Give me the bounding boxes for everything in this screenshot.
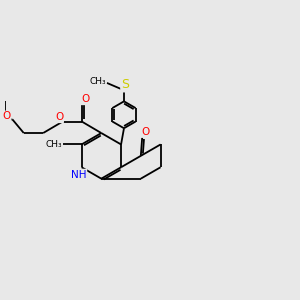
Text: NH: NH [71,169,86,180]
Text: O: O [141,127,149,137]
Text: O: O [81,94,90,104]
Text: S: S [121,79,129,92]
Text: O: O [2,111,11,122]
Text: CH₃: CH₃ [89,77,106,86]
Text: O: O [55,112,63,122]
Text: CH₃: CH₃ [46,140,62,149]
